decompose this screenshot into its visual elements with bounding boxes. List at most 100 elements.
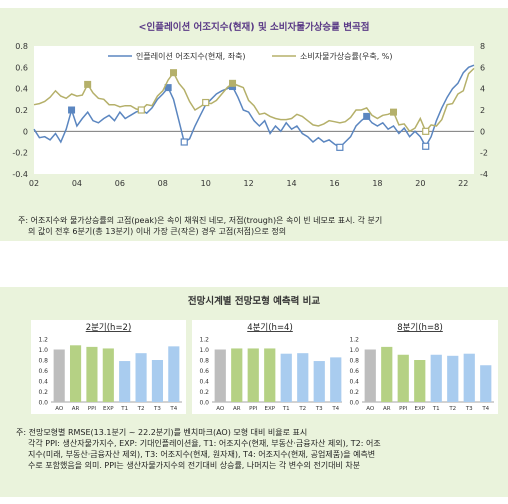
trough-marker	[137, 106, 145, 114]
bottom-chart-note-line2: 각각 PPI: 생산자물가지수, EXP: 기대인플레이션율, T1: 어조지수…	[28, 439, 381, 448]
y-right-tick-label: 4	[480, 85, 485, 94]
bottom-chart-note-line3: 지수(미래, 부동산·금융자산 제외), T3: 어조지수(현재, 원자재), …	[28, 450, 376, 459]
bar-y-tick-label: 0.4	[38, 379, 48, 386]
bar-y-tick-label: 1.0	[349, 347, 359, 354]
bar-category-label: T1	[120, 406, 128, 412]
bar	[53, 349, 65, 402]
bar-category-label: T4	[169, 406, 177, 412]
bar-subchart-title: 2분기(h=2)	[86, 323, 132, 333]
bar-category-label: T3	[465, 406, 473, 412]
peak-marker	[84, 80, 92, 88]
bar	[414, 360, 426, 402]
bar	[102, 348, 114, 402]
bar-category-label: T2	[298, 406, 306, 412]
bar-y-tick-label: 1.2	[349, 337, 359, 344]
bar	[264, 348, 276, 402]
x-tick-label: 20	[415, 179, 425, 188]
bar	[430, 354, 442, 402]
bar	[69, 345, 82, 402]
bar-category-label: T2	[137, 406, 145, 412]
bar-category-label: PPI	[249, 406, 258, 412]
bar-y-tick-label: 1.0	[199, 347, 209, 354]
y-left-tick-label: 0.2	[15, 106, 28, 115]
bar	[397, 354, 409, 402]
plot-area	[34, 46, 474, 174]
bar-y-tick-label: 0.4	[199, 379, 209, 386]
x-tick-label: 02	[29, 179, 39, 188]
bar-category-label: T3	[153, 406, 161, 412]
series-line-2	[33, 67, 475, 133]
y-right-tick-label: 2	[480, 106, 485, 115]
x-tick-label: 12	[244, 179, 254, 188]
bar-category-label: T4	[481, 406, 489, 412]
top-chart-note-line2: 의 값이 전후 6분기(총 13분기) 이내 가장 큰(작은) 경우 고점(저점…	[28, 227, 287, 236]
peak-marker	[229, 79, 237, 87]
bar-y-tick-label: 0.8	[38, 358, 48, 365]
bar-y-tick-label: 0.2	[199, 389, 209, 396]
trough-marker	[180, 138, 188, 146]
peak-marker	[68, 106, 76, 114]
y-right-tick-label: 0	[480, 127, 485, 136]
bar	[447, 355, 459, 402]
x-tick-label: 14	[286, 179, 296, 188]
legend-label: 인플레이션 어조지수(현재, 좌축)	[136, 51, 246, 61]
x-tick-label: 22	[458, 179, 468, 188]
bar-y-tick-label: 0.0	[38, 400, 48, 407]
top-chart-note-line1: 주: 어조지수와 물가상승률의 고점(peak)은 속이 채워진 네모, 저점(…	[18, 216, 383, 225]
bar-category-label: AR	[72, 406, 80, 412]
bar	[381, 346, 393, 402]
y-left-tick-label: -0.2	[12, 149, 28, 158]
bar	[463, 353, 475, 402]
bar	[168, 346, 180, 402]
y-right-tick-label: 8	[480, 42, 485, 51]
bar-y-tick-label: 1.2	[199, 337, 209, 344]
bar-category-label: EXP	[103, 406, 114, 412]
bar-y-tick-label: 1.2	[38, 337, 48, 344]
bar-category-label: AO	[366, 406, 375, 412]
bar-y-tick-label: 0.8	[349, 358, 359, 365]
bar	[231, 348, 243, 402]
bar-y-tick-label: 0.8	[199, 358, 209, 365]
bar-category-label: PPI	[88, 406, 97, 412]
bar-category-label: T1	[432, 406, 440, 412]
y-left-tick-label: 0.8	[15, 42, 28, 51]
bar-charts: 2분기(h=2) 0.0 0.2 0.4 0.6 0.8 1.0 1.2 AO AR PPI EXP T…	[31, 320, 498, 414]
bar-y-tick-label: 0.4	[349, 379, 359, 386]
legend-label: 소비자물가상승률(우축, %)	[300, 51, 393, 61]
y-right-tick-label: -2	[480, 149, 488, 158]
x-tick-label: 06	[115, 179, 125, 188]
trough-marker	[202, 98, 210, 107]
x-tick-label: 08	[158, 179, 168, 188]
top-chart-title: <인플레이션 어조지수(현재) 및 소비자물가상승률 변곡점	[138, 22, 370, 33]
bar-category-label: T1	[282, 406, 290, 412]
peak-marker	[390, 108, 398, 116]
bar	[364, 349, 376, 402]
series-line-1	[33, 64, 475, 149]
y-right-tick-label: 6	[480, 63, 485, 72]
bar	[313, 361, 325, 402]
bar-category-label: T3	[315, 406, 323, 412]
bar-category-label: AR	[383, 406, 391, 412]
bar	[151, 360, 164, 402]
bottom-chart-title: 전망시계별 전망모형 예측력 비교	[187, 296, 321, 307]
y-right-tick-label: -4	[480, 170, 488, 179]
bar-category-label: AO	[216, 406, 225, 412]
bar-category-label: AR	[233, 406, 241, 412]
bar	[135, 353, 147, 402]
bar	[280, 353, 292, 402]
bar-y-tick-label: 1.0	[38, 347, 48, 354]
trough-marker	[336, 143, 344, 151]
bar	[330, 357, 342, 402]
y-left-tick-label: 0.4	[15, 85, 28, 94]
trough-marker	[422, 127, 430, 135]
bar-category-label: EXP	[414, 406, 425, 412]
x-tick-label: 18	[372, 179, 382, 188]
bottom-chart-note-line4: 수로 포함했음을 의미. PPI는 생산자물가지수의 전기대비 상승률, 나머지…	[28, 461, 361, 470]
bar	[86, 346, 98, 402]
y-left-tick-label: 0.6	[15, 63, 28, 72]
bar-y-tick-label: 0.0	[349, 400, 359, 407]
y-left-tick-label: -0.4	[12, 170, 28, 179]
bar-category-label: T4	[331, 406, 339, 412]
bar-subchart-title: 4분기(h=4)	[247, 323, 293, 333]
